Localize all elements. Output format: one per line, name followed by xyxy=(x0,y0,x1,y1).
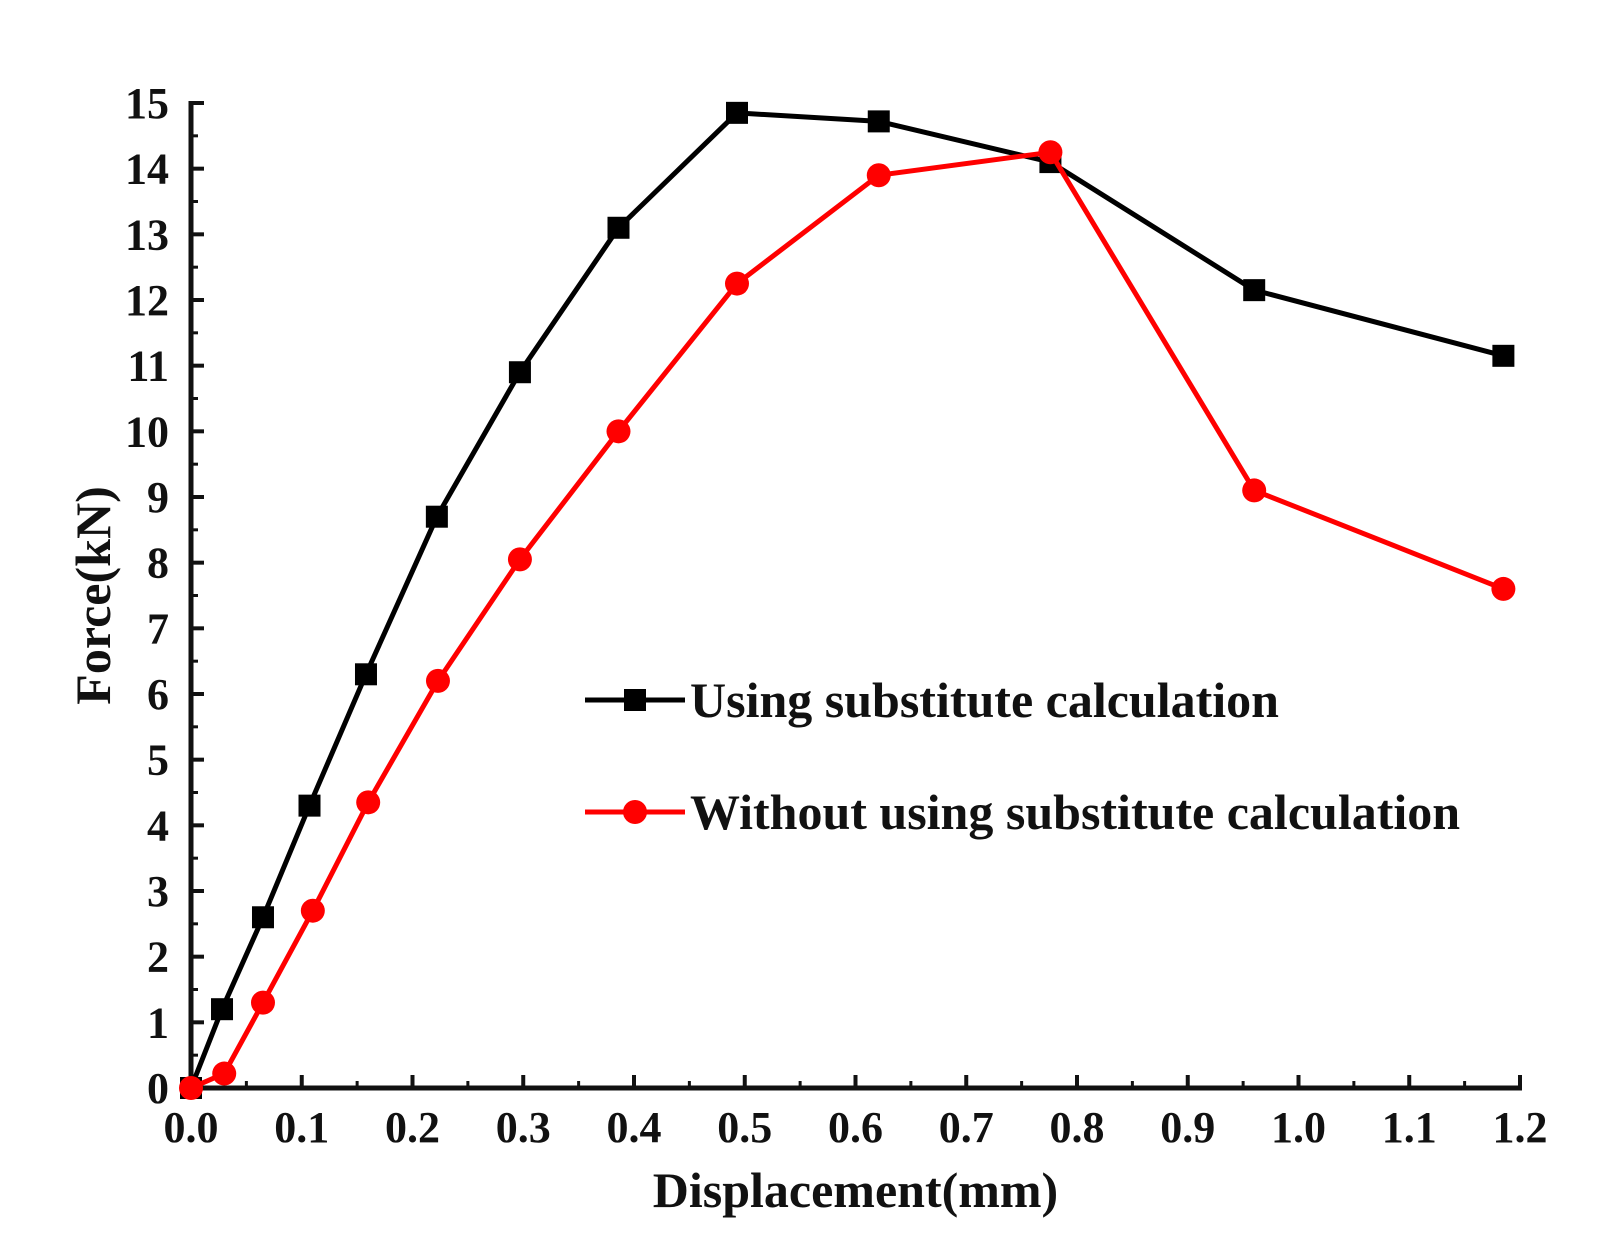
x-tick-label: 0.5 xyxy=(717,1103,772,1152)
data-point xyxy=(179,1076,203,1100)
x-tick-label: 0.8 xyxy=(1050,1103,1105,1152)
x-tick-label: 0.1 xyxy=(274,1103,329,1152)
series-2 xyxy=(179,140,1516,1100)
series-line xyxy=(188,110,1505,1089)
series-1 xyxy=(180,101,1515,1099)
y-tick-label: 15 xyxy=(125,79,169,128)
x-tick-label: 1.2 xyxy=(1493,1103,1548,1152)
x-tick-label: 0.7 xyxy=(939,1103,994,1152)
y-tick-label: 7 xyxy=(147,604,169,653)
data-point xyxy=(212,1061,237,1086)
data-point xyxy=(211,998,234,1021)
data-point xyxy=(251,906,274,929)
y-tick-label: 12 xyxy=(125,276,169,325)
data-point xyxy=(354,663,377,686)
x-tick-label: 0.2 xyxy=(385,1103,440,1152)
data-point xyxy=(867,110,890,133)
y-tick-label: 6 xyxy=(147,670,169,719)
data-point xyxy=(508,361,531,384)
x-tick-label: 1.0 xyxy=(1271,1103,1326,1152)
y-tick-label: 11 xyxy=(127,342,169,391)
y-tick-label: 0 xyxy=(147,1064,169,1113)
data-point xyxy=(724,271,749,296)
legend: Using substitute calculation Without usin… xyxy=(585,672,1460,840)
data-point xyxy=(425,505,448,528)
x-axis-title: Displacement(mm) xyxy=(653,1162,1058,1218)
y-tick-label: 13 xyxy=(125,210,169,259)
legend-marker xyxy=(624,689,646,711)
y-tick-label: 4 xyxy=(147,801,169,850)
data-point xyxy=(1242,478,1267,503)
data-point xyxy=(1491,576,1516,601)
data-point xyxy=(866,163,891,188)
data-point xyxy=(507,547,532,572)
y-axis-title: Force(kN) xyxy=(65,486,121,704)
legend-item: Using substitute calculation xyxy=(585,672,1279,728)
data-point xyxy=(1038,140,1063,165)
legend-marker xyxy=(623,800,647,824)
y-tick-label: 10 xyxy=(125,407,169,456)
axes: 0.0 0.1 0.2 0.3 0.4 0.5 0.6 0.7 0.8 0.9 1.0 1.1 1.2 0… xyxy=(125,79,1548,1152)
data-point xyxy=(250,990,275,1015)
x-tick-label: 0.9 xyxy=(1160,1103,1215,1152)
x-tick-label: 0.3 xyxy=(496,1103,551,1152)
data-point xyxy=(356,790,381,815)
data-point xyxy=(1492,344,1515,367)
x-tick-label: 0.6 xyxy=(828,1103,883,1152)
data-point xyxy=(607,216,630,239)
y-tick-label: 8 xyxy=(147,539,169,588)
data-point xyxy=(298,794,321,817)
x-tick-label: 0.4 xyxy=(607,1103,662,1152)
y-tick-label: 1 xyxy=(147,998,169,1047)
y-tick-label: 2 xyxy=(147,933,169,982)
y-tick-label: 5 xyxy=(147,736,169,785)
y-tick-label: 3 xyxy=(147,867,169,916)
y-tick-label: 9 xyxy=(147,473,169,522)
legend-item: Without using substitute calculation xyxy=(585,784,1460,840)
data-point xyxy=(606,419,631,444)
x-tick-label: 1.1 xyxy=(1382,1103,1437,1152)
data-point xyxy=(300,898,325,923)
y-tick-label: 14 xyxy=(125,145,169,194)
data-point xyxy=(1243,279,1266,302)
x-tick-label: 0.0 xyxy=(164,1103,219,1152)
legend-label: Using substitute calculation xyxy=(690,672,1279,728)
data-point xyxy=(425,668,450,693)
data-point xyxy=(725,101,748,124)
legend-label: Without using substitute calculation xyxy=(690,784,1460,840)
series-layer xyxy=(179,101,1516,1100)
